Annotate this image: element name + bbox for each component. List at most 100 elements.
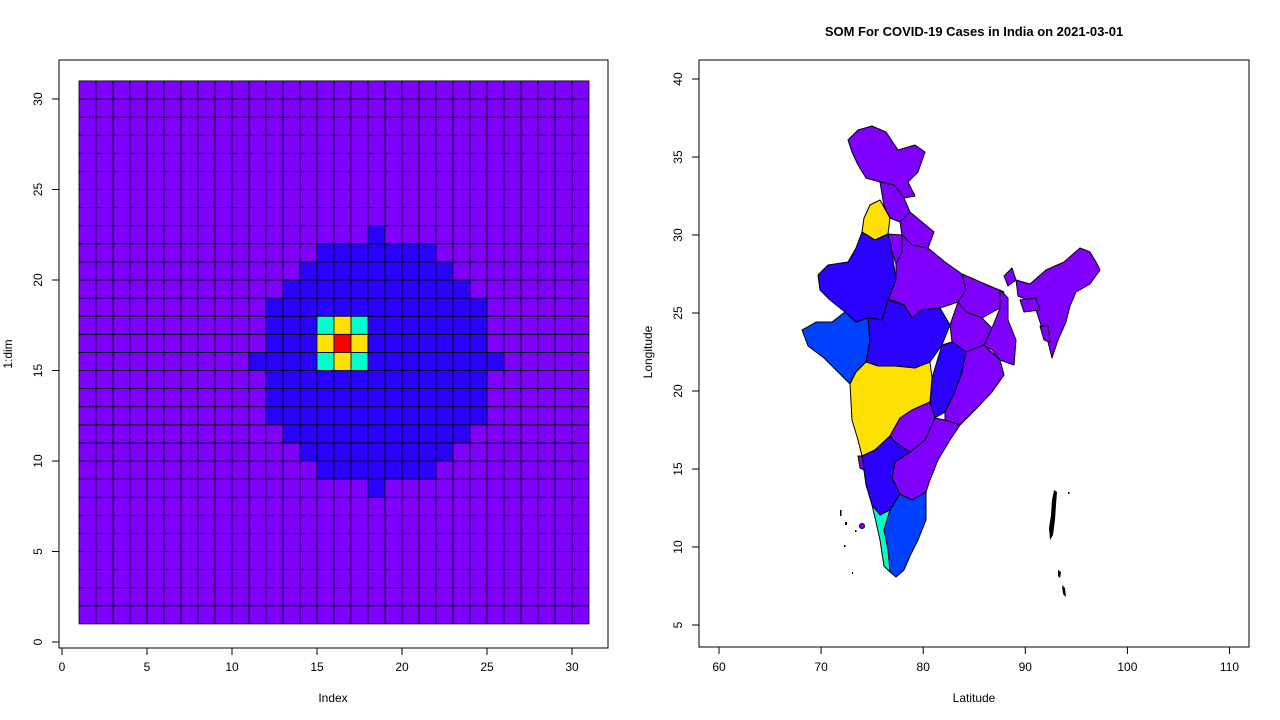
som-cell — [401, 207, 420, 227]
som-cell — [180, 587, 199, 607]
som-cell — [401, 152, 420, 172]
som-cell — [367, 496, 386, 516]
som-cell — [316, 207, 335, 227]
x-tick-label: 0 — [59, 660, 66, 674]
y-tick-label: 5 — [671, 621, 685, 628]
lakshadweep-island — [859, 523, 865, 529]
som-cell — [384, 460, 403, 480]
som-cell — [452, 514, 471, 534]
som-cell — [401, 533, 420, 552]
som-cell — [401, 279, 420, 299]
som-cell — [265, 406, 284, 426]
som-cell — [367, 207, 386, 227]
som-cell — [554, 478, 573, 498]
som-cell — [435, 279, 454, 299]
som-cell — [95, 587, 114, 607]
som-cell — [231, 189, 250, 209]
som-cell — [554, 279, 573, 299]
som-cell — [503, 514, 522, 534]
som-cell — [214, 189, 233, 209]
som-cell — [231, 533, 250, 552]
som-cell — [418, 333, 437, 353]
som-cell — [146, 225, 165, 245]
som-cell — [146, 406, 165, 426]
som-cell — [95, 478, 114, 498]
som-cell — [333, 424, 352, 444]
som-cell — [554, 514, 573, 534]
som-cell — [146, 478, 165, 498]
som-cell — [401, 315, 420, 335]
som-cell — [350, 225, 369, 245]
som-cell — [265, 279, 284, 299]
som-cell — [418, 152, 437, 172]
x-axis-label-right: Latitude — [953, 691, 996, 705]
som-cell — [316, 569, 335, 589]
som-cell — [350, 605, 369, 625]
state-odisha — [944, 344, 1005, 426]
som-cell — [214, 297, 233, 317]
som-cell — [452, 569, 471, 589]
som-cell — [129, 98, 148, 118]
som-cell — [418, 569, 437, 589]
som-cell — [146, 370, 165, 390]
som-cell — [452, 442, 471, 462]
som-cell — [146, 442, 165, 462]
som-cell — [503, 333, 522, 353]
som-cell — [265, 424, 284, 444]
y-axis-label: 1:dim — [1, 339, 15, 368]
som-cell — [350, 98, 369, 118]
som-cell — [112, 297, 131, 317]
som-cell — [112, 189, 131, 209]
som-cell — [78, 134, 97, 154]
som-cell — [197, 297, 216, 317]
som-cell — [112, 551, 131, 571]
som-cell — [435, 587, 454, 607]
som-cell — [503, 261, 522, 281]
som-cell — [197, 587, 216, 607]
som-cell — [129, 225, 148, 245]
som-cell — [316, 225, 335, 245]
islands — [840, 490, 1070, 597]
som-cell — [282, 152, 301, 172]
y-tick-label: 25 — [31, 183, 45, 197]
som-cell — [452, 370, 471, 390]
som-cell — [214, 333, 233, 353]
som-cell — [78, 551, 97, 571]
som-cell — [265, 297, 284, 317]
som-cell — [95, 189, 114, 209]
som-cell — [231, 333, 250, 353]
som-cell — [180, 315, 199, 335]
som-cell — [163, 134, 182, 154]
som-cell — [197, 98, 216, 118]
som-cell — [282, 207, 301, 227]
som-cell — [299, 370, 318, 390]
som-cell — [367, 569, 386, 589]
som-cell — [333, 297, 352, 317]
y-tick-label: 20 — [31, 273, 45, 287]
som-cell — [214, 587, 233, 607]
island-speck — [855, 530, 857, 532]
som-cell — [554, 225, 573, 245]
som-cell — [316, 333, 335, 353]
som-cell — [503, 496, 522, 516]
som-cell — [401, 406, 420, 426]
som-cell — [554, 370, 573, 390]
som-cell — [486, 442, 505, 462]
som-cell — [503, 551, 522, 571]
som-cell — [486, 496, 505, 516]
island-speck — [840, 510, 842, 516]
som-cell — [537, 152, 556, 172]
som-cell — [554, 460, 573, 480]
som-cell — [401, 442, 420, 462]
som-cell — [418, 587, 437, 607]
som-cell — [401, 496, 420, 516]
som-cell — [418, 388, 437, 408]
y-tick-label: 20 — [671, 384, 685, 398]
som-cell — [180, 225, 199, 245]
som-cell — [452, 315, 471, 335]
som-cell — [180, 460, 199, 480]
som-cell — [197, 424, 216, 444]
som-cell — [554, 297, 573, 317]
som-cell — [248, 533, 267, 552]
som-cell — [197, 496, 216, 516]
